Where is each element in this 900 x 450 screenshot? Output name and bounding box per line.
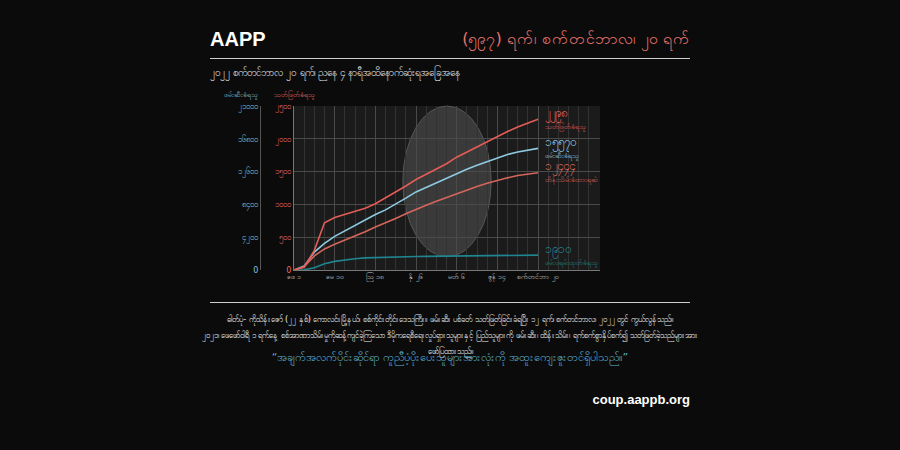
html-text:AAPP: AAPP: [210, 28, 266, 50]
svg-text:၁၀၀၀: ၁၀၀၀: [275, 200, 291, 209]
svg-text:၂၂၉၈: ၂၂၉၈: [545, 106, 567, 123]
svg-text:၁၂၆၀၀: ၁၂၆၀၀: [238, 166, 258, 178]
svg-text:ဇွန် ၁၄: ဇွန် ၁၄: [488, 273, 506, 282]
svg-text:ထိန်းသိမ်းခံထားရဆဲ: ထိန်းသိမ်းခံထားရဆဲ: [545, 176, 598, 185]
svg-text:0: 0: [286, 266, 291, 275]
svg-text:မတ် ၆: မတ် ၆: [448, 273, 465, 281]
html-text:၂၀၂၂ စက်တင်ဘာလ ၂၀ ရက်၊ ညနေ ၄ န: ၂၀၂၂ စက်တင်ဘာလ ၂၀ ရက်၊ ညနေ ၄ နာရီအထိနောက…: [210, 67, 461, 78]
svg-text:၂၅၀၀: ၂၅၀၀: [275, 102, 291, 113]
html-text:“အချက်အလက်ပိုင်းဆိုင်ရာ ကူညီပံ: “အချက်အလက်ပိုင်းဆိုင်ရာ ကူညီပံ့ပိုးပေးသူ…: [271, 351, 629, 364]
html-text:၂၀၂၁၊ ဖေဖော်ဝါရီ ၁ ရက်နေ့ စစ်အ: ၂၀၂၁၊ ဖေဖော်ဝါရီ ၁ ရက်နေ့ စစ်အာဏာသိမ်းမှ…: [201, 331, 699, 356]
svg-text:၂၁၀၀၀: ၂၁၀၀၀: [238, 102, 258, 113]
svg-text:၁၅၀၀: ၁၅၀၀: [275, 167, 291, 178]
svg-text:၈၄၀၀: ၈၄၀၀: [242, 200, 258, 211]
svg-text:0: 0: [253, 266, 258, 275]
svg-text:၁၆၈၀၀: ၁၆၈၀၀: [238, 134, 258, 144]
svg-text:သတ်ဖြတ်ခံရသူ: သတ်ဖြတ်ခံရသူ: [274, 90, 315, 100]
svg-text:ဖမ်းဝရမ်းထုတ်ခံရသူ: ဖမ်းဝရမ်းထုတ်ခံရသူ: [545, 259, 598, 268]
svg-text:၂၀၀၀: ၂၀၀၀: [275, 135, 291, 146]
svg-text:ဖေ ၁: ဖေ ၁: [287, 273, 301, 281]
svg-text:သတ်ဖြတ်ခံရသူ: သတ်ဖြတ်ခံရသူ: [545, 122, 586, 132]
svg-text:မေ ၁၀: မေ ၁၀: [326, 273, 344, 281]
html-text:(၅၉၇) ရက်၊ စက်တင်ဘာလ၊ ၂၀ ရက်: (၅၉၇) ရက်၊ စက်တင်ဘာလ၊ ၂၀ ရက်: [462, 29, 690, 48]
svg-text:ဩ ၁၈: ဩ ၁၈: [366, 272, 384, 282]
svg-text:၁၉၁၀: ၁၉၁၀: [545, 242, 571, 259]
svg-text:၄၂၀၀: ၄၂၀၀: [242, 233, 258, 244]
svg-text:ဖမ်းဆီးခံရသူ: ဖမ်းဆီးခံရသူ: [224, 91, 258, 100]
html-text:coup.aappb.org: coup.aappb.org: [592, 392, 690, 407]
svg-text:စက်တင်ဘာ ၂၀: စက်တင်ဘာ ၂၀: [517, 273, 558, 282]
svg-text:နို ၂၆: နို ၂၆: [409, 273, 422, 282]
svg-text:၁၂၄၄၄: ၁၂၄၄၄: [545, 159, 575, 176]
svg-text:၅၀၀: ၅၀၀: [279, 233, 291, 244]
svg-text:၁၅၅၇၀: ၁၅၅၇၀: [545, 135, 576, 152]
html-text:ဓါတ်ပုံ- ကိုသိန်းဇော် (၂၂ နှစ်: ဓါတ်ပုံ- ကိုသိန်းဇော် (၂၂ နှစ်) ကောလင်းမ…: [227, 315, 673, 324]
svg-text:ဖမ်းဆီးခံရသူ: ဖမ်းဆီးခံရသူ: [545, 152, 579, 161]
